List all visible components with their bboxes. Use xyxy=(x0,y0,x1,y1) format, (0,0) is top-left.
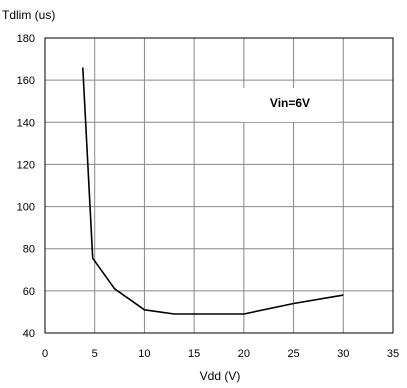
x-tick-label: 35 xyxy=(387,348,399,360)
grid xyxy=(44,37,394,334)
y-tick-label: 60 xyxy=(23,286,35,298)
y-tick-label: 180 xyxy=(17,33,35,45)
x-tick-label: 5 xyxy=(92,348,98,360)
x-tick-label: 10 xyxy=(138,348,150,360)
x-axis-title: Vdd (V) xyxy=(200,369,241,383)
annotation-vin: Vin=6V xyxy=(270,96,310,110)
x-tick-label: 0 xyxy=(42,348,48,360)
series-line xyxy=(82,67,344,315)
y-tick-label: 160 xyxy=(17,75,35,87)
x-tick-label: 20 xyxy=(238,348,250,360)
y-tick-label: 80 xyxy=(23,244,35,256)
annotation-box xyxy=(241,88,339,122)
x-tick-label: 25 xyxy=(287,348,299,360)
y-tick-label: 140 xyxy=(17,117,35,129)
x-tick-labels: 0 5 10 15 20 25 30 35 xyxy=(42,348,399,360)
y-tick-label: 40 xyxy=(23,328,35,340)
y-axis-title: Tdlim (us) xyxy=(2,8,55,22)
y-tick-label: 100 xyxy=(17,202,35,214)
series-layer xyxy=(82,67,344,315)
x-tick-label: 15 xyxy=(188,348,200,360)
x-tick-label: 30 xyxy=(337,348,349,360)
y-tick-labels: 40 60 80 100 120 140 160 180 xyxy=(17,33,35,340)
plot-frame xyxy=(44,37,394,334)
y-tick-label: 120 xyxy=(17,159,35,171)
